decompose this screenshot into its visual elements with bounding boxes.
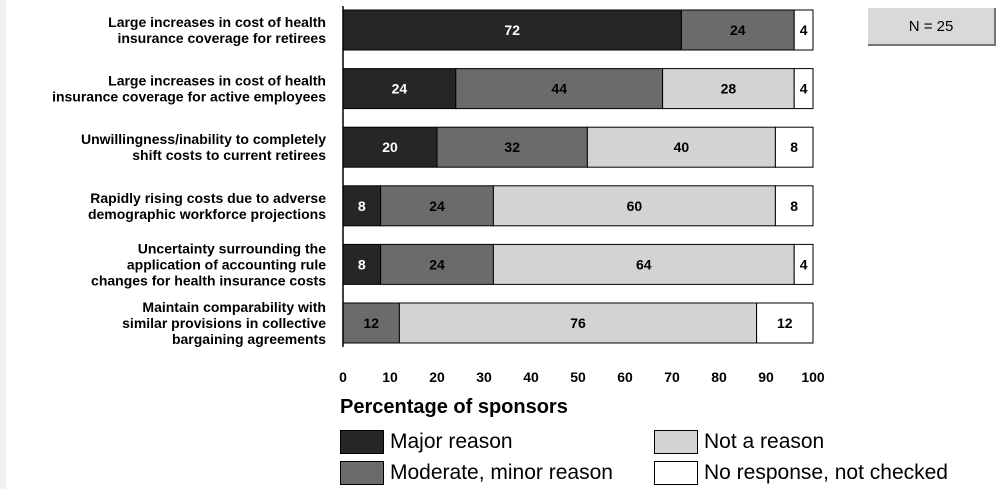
bar-segment <box>492 185 776 227</box>
bar-segment <box>774 185 814 227</box>
bar-segment <box>793 9 814 51</box>
bar-segment <box>455 68 664 110</box>
x-tick-label: 100 <box>801 369 825 385</box>
x-tick-label: 50 <box>570 369 586 385</box>
data-label: 72 <box>504 22 520 38</box>
category-label: similar provisions in collective <box>122 315 326 331</box>
data-label: 12 <box>777 315 793 331</box>
legend-item-not-reason: Not a reason <box>654 430 824 454</box>
data-label: 4 <box>800 256 808 272</box>
data-label: 32 <box>504 139 520 155</box>
data-label: 40 <box>674 139 690 155</box>
legend-item-no-response: No response, not checked <box>654 461 948 485</box>
data-label: 8 <box>358 256 366 272</box>
legend-swatch-moderate <box>340 461 384 485</box>
category-label: demographic workforce projections <box>88 206 326 222</box>
data-label: 24 <box>730 22 746 38</box>
data-label: 64 <box>636 256 652 272</box>
data-label: 44 <box>551 81 567 97</box>
data-label: 20 <box>382 139 398 155</box>
bar-segment <box>342 68 457 110</box>
x-tick-label: 80 <box>711 369 727 385</box>
category-label: Unwillingness/inability to completely <box>81 131 326 147</box>
data-label: 24 <box>429 256 445 272</box>
legend-swatch-no-response <box>654 461 698 485</box>
data-label: 4 <box>800 22 808 38</box>
category-label: Uncertainty surrounding the <box>138 240 326 256</box>
sample-size-box: N = 25 <box>868 8 996 46</box>
data-label: 8 <box>790 139 798 155</box>
data-label: 24 <box>392 81 408 97</box>
sample-size-label: N = 25 <box>908 17 954 35</box>
bar-segment <box>586 126 776 168</box>
category-label: insurance coverage for active employees <box>52 89 326 105</box>
legend-label-major: Major reason <box>390 430 513 453</box>
data-label: 60 <box>627 198 643 214</box>
x-tick-label: 30 <box>476 369 492 385</box>
bar-segment <box>380 185 494 227</box>
x-tick-label: 0 <box>339 369 347 385</box>
legend-swatch-not-reason <box>654 430 698 454</box>
category-label: Maintain comparability with <box>142 299 326 315</box>
data-label: 12 <box>363 315 379 331</box>
bar-segment <box>342 185 382 227</box>
bar-segment <box>380 243 494 285</box>
x-axis-label: Percentage of sponsors <box>340 396 568 418</box>
category-label: application of accounting rule <box>127 256 326 272</box>
left-fringe <box>0 0 6 489</box>
data-label: 24 <box>429 198 445 214</box>
legend-item-moderate: Moderate, minor reason <box>340 461 613 485</box>
x-tick-label: 40 <box>523 369 539 385</box>
bar-segment <box>436 126 588 168</box>
bar-segment <box>342 302 400 344</box>
legend-label-no-response: No response, not checked <box>704 461 948 484</box>
x-tick-label: 60 <box>617 369 633 385</box>
category-label: Large increases in cost of health <box>108 14 326 30</box>
legend-item-major: Major reason <box>340 430 513 454</box>
category-label: changes for health insurance costs <box>91 272 326 288</box>
data-label: 8 <box>790 198 798 214</box>
category-label: Rapidly rising costs due to adverse <box>90 190 326 206</box>
bar-segment <box>680 9 795 51</box>
x-tick-label: 90 <box>758 369 774 385</box>
bar-segment <box>774 126 814 168</box>
legend-label-not-reason: Not a reason <box>704 430 825 453</box>
category-label: insurance coverage for retirees <box>117 30 326 46</box>
bar-segment <box>342 9 682 51</box>
data-label: 28 <box>721 81 737 97</box>
legend-swatch-major <box>340 430 384 454</box>
category-label: shift costs to current retirees <box>132 147 326 163</box>
bar-segment <box>756 302 814 344</box>
legend-label-moderate: Moderate, minor reason <box>390 461 613 484</box>
bar-segment <box>793 243 814 285</box>
data-label: 76 <box>570 315 586 331</box>
data-label: 4 <box>800 81 808 97</box>
category-label: Large increases in cost of health <box>108 73 326 89</box>
data-label: 8 <box>358 198 366 214</box>
x-tick-label: 70 <box>664 369 680 385</box>
x-tick-label: 10 <box>382 369 398 385</box>
bar-segment <box>793 68 814 110</box>
category-label: bargaining agreements <box>172 331 326 347</box>
x-tick-label: 20 <box>429 369 445 385</box>
